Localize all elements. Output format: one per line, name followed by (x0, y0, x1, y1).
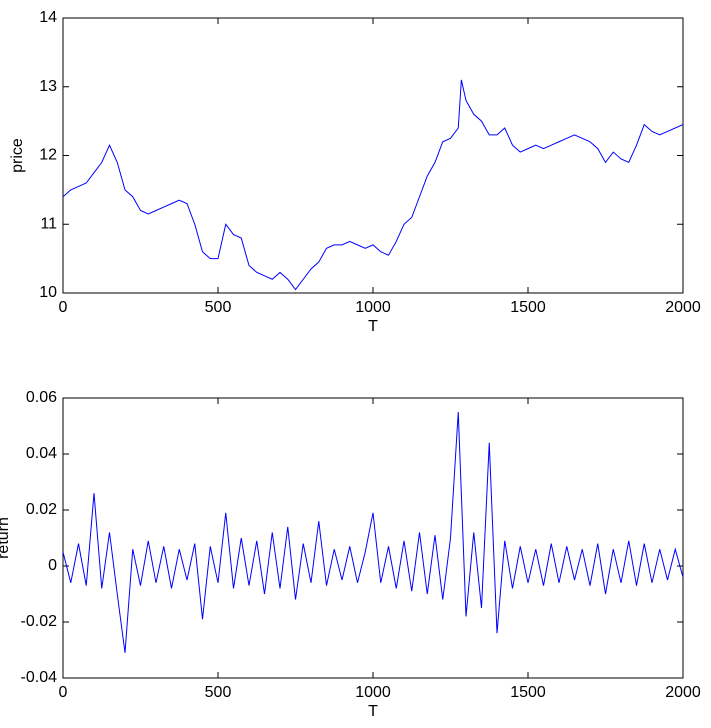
y-tick-label: 0.02 (26, 501, 57, 518)
plot-area (62, 17, 684, 294)
plot-area (62, 397, 684, 679)
x-axis-label: T (368, 703, 378, 720)
y-tick-label: 10 (39, 284, 57, 301)
x-tick-label: 500 (205, 299, 232, 316)
x-tick-label: 1000 (355, 684, 391, 701)
price-line (62, 79, 684, 291)
x-tick-label: 1000 (355, 299, 391, 316)
y-tick-label: 0.04 (26, 445, 57, 462)
y-axis-label: return (0, 517, 12, 559)
y-tick-label: 12 (39, 147, 57, 164)
x-tick-label: 2000 (665, 299, 701, 316)
y-tick-label: 14 (39, 9, 57, 26)
y-axis-label: price (9, 138, 26, 173)
x-tick-label: 0 (59, 299, 68, 316)
y-tick-label: 13 (39, 78, 57, 95)
y-tick-label: 0.06 (26, 389, 57, 406)
x-tick-label: 0 (59, 684, 68, 701)
x-tick-label: 500 (205, 684, 232, 701)
x-tick-label: 1500 (510, 299, 546, 316)
y-tick-label: 11 (40, 215, 57, 232)
y-tick-label: 0 (48, 557, 57, 574)
y-tick-label: -0.02 (21, 613, 58, 630)
y-tick-label: -0.04 (21, 669, 58, 686)
price-line (62, 411, 684, 653)
x-tick-label: 1500 (510, 684, 546, 701)
x-axis-label: T (368, 318, 378, 335)
x-tick-label: 2000 (665, 684, 701, 701)
